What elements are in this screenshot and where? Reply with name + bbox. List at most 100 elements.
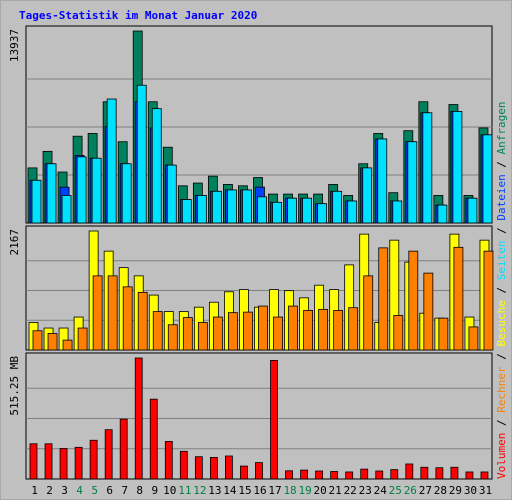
bar-rechner-day-5: Rechner 5: 1350 xyxy=(92,275,103,351)
legend-entry-seiten: Seiten xyxy=(495,241,508,281)
bar-rechner-day-31: Rechner 31: 1800 xyxy=(483,250,494,351)
bar-rechner-day-10: Rechner 10: 460 xyxy=(167,324,178,351)
x-tick-label-day-3: 3 xyxy=(61,484,68,497)
bar-seiten-day-13: Seiten 13: 2300 xyxy=(211,190,222,224)
x-tick-label-day-11: 11 xyxy=(178,484,191,497)
x-tick-label-day-20: 20 xyxy=(314,484,327,497)
legend-separator: / xyxy=(495,280,508,300)
bar-rechner-day-2: Rechner 2: 300 xyxy=(47,333,58,351)
x-tick-label-day-30: 30 xyxy=(464,484,477,497)
bar-seiten-day-9: Seiten 9: 8300 xyxy=(151,108,162,224)
bar-seiten-day-26: Seiten 26: 5900 xyxy=(407,141,418,224)
legend-separator: / xyxy=(495,154,508,174)
bar-volumen-day-16: Volumen 16: 70 xyxy=(255,462,263,480)
bar-volumen-day-11: Volumen 11: 118 xyxy=(179,450,188,480)
bar-seiten-day-31: Seiten 31: 6400 xyxy=(482,134,493,224)
x-tick-label-day-1: 1 xyxy=(31,484,38,497)
bar-seiten-day-22: Seiten 22: 1600 xyxy=(347,200,358,224)
x-tick-label-day-13: 13 xyxy=(208,484,221,497)
bar-seiten-day-18: Seiten 18: 1800 xyxy=(287,197,297,224)
bar-volumen-day-10: Volumen 10: 160 xyxy=(164,441,173,480)
bar-volumen-day-1: Volumen 1: 150 xyxy=(29,443,38,480)
bar-volumen-day-4: Volumen 4: 135 xyxy=(74,446,83,480)
x-tick-label-day-14: 14 xyxy=(223,484,237,497)
bar-volumen-day-24: Volumen 24: 34 xyxy=(375,470,384,480)
bar-rechner-day-4: Rechner 4: 400 xyxy=(77,327,88,351)
bar-rechner-day-19: Rechner 19: 720 xyxy=(303,310,313,351)
legend-separator: / xyxy=(495,221,508,241)
bar-rechner-day-22: Rechner 22: 770 xyxy=(348,307,359,351)
panel-middle: 2167Besuche 1: 500Rechner 1: 350Besuche … xyxy=(8,225,494,351)
bar-seiten-day-16: Seiten 16: 1900 xyxy=(257,196,267,224)
panel-bottom-max-label: 515.25 MB xyxy=(8,356,21,416)
bar-seiten-day-24: Seiten 24: 6100 xyxy=(377,138,388,224)
bar-seiten-day-14: Seiten 14: 2400 xyxy=(227,189,237,224)
bar-seiten-day-29: Seiten 29: 8100 xyxy=(452,111,463,224)
x-tick-label-day-12: 12 xyxy=(193,484,206,497)
bar-volumen-day-19: Volumen 19: 38 xyxy=(300,469,308,480)
bar-volumen-day-18: Volumen 18: 35 xyxy=(285,470,293,480)
bar-seiten-day-25: Seiten 25: 1600 xyxy=(392,200,403,224)
bar-seiten-day-4: Seiten 4: 4800 xyxy=(76,156,87,224)
bar-seiten-day-2: Seiten 2: 4300 xyxy=(46,163,57,224)
panel-bottom-plot-area xyxy=(25,352,493,480)
x-tick-label-day-27: 27 xyxy=(419,484,432,497)
bar-seiten-day-12: Seiten 12: 2000 xyxy=(196,195,207,224)
panel-middle-max-label: 2167 xyxy=(8,229,21,256)
bar-seiten-day-30: Seiten 30: 1800 xyxy=(467,197,478,224)
bar-volumen-day-28: Volumen 28: 48 xyxy=(435,467,444,480)
x-tick-label-day-24: 24 xyxy=(374,484,388,497)
bar-seiten-day-17: Seiten 17: 1500 xyxy=(272,201,282,224)
bar-rechner-day-29: Rechner 29: 1870 xyxy=(453,246,464,351)
bar-seiten-day-7: Seiten 7: 4300 xyxy=(121,163,132,224)
bar-rechner-day-15: Rechner 15: 690 xyxy=(243,311,253,351)
bar-volumen-day-22: Volumen 22: 30 xyxy=(345,471,354,480)
bar-seiten-day-21: Seiten 21: 2300 xyxy=(332,190,343,224)
x-tick-label-day-31: 31 xyxy=(479,484,492,497)
bar-volumen-day-2: Volumen 2: 150 xyxy=(44,443,53,480)
legend-separator: / xyxy=(495,347,508,367)
x-tick-label-day-10: 10 xyxy=(163,484,176,497)
panel-top-max-label: 13937 xyxy=(8,29,21,62)
panel-top: 13937Anfragen 1: 4000Dateien 1: 3100Seit… xyxy=(8,25,493,224)
bar-volumen-day-5: Volumen 5: 165 xyxy=(89,439,98,480)
bar-seiten-day-3: Seiten 3: 2000 xyxy=(61,195,72,224)
x-tick-label-day-26: 26 xyxy=(404,484,417,497)
bar-volumen-day-8: Volumen 8: 515.25 xyxy=(134,357,143,480)
bar-rechner-day-18: Rechner 18: 800 xyxy=(288,305,298,351)
x-tick-label-day-15: 15 xyxy=(238,484,251,497)
x-tick-label-day-18: 18 xyxy=(283,484,296,497)
bar-rechner-day-7: Rechner 7: 1150 xyxy=(122,286,133,351)
bar-rechner-day-20: Rechner 20: 740 xyxy=(318,308,329,351)
legend-entry-dateien: Dateien xyxy=(495,174,508,220)
x-tick-label-day-25: 25 xyxy=(389,484,402,497)
bar-volumen-day-21: Volumen 21: 32 xyxy=(330,471,339,480)
x-tick-label-day-21: 21 xyxy=(329,484,342,497)
bar-volumen-day-3: Volumen 3: 130 xyxy=(59,448,68,480)
x-tick-label-day-2: 2 xyxy=(46,484,53,497)
chart-title: Tages-Statistik im Monat Januar 2020 xyxy=(19,9,257,22)
bar-rechner-day-12: Rechner 12: 500 xyxy=(197,322,208,351)
x-tick-label-day-22: 22 xyxy=(344,484,357,497)
bar-rechner-day-16: Rechner 16: 800 xyxy=(258,305,268,351)
x-tick-label-day-5: 5 xyxy=(91,484,98,497)
legend-text: Volumen / Rechner / Besuche / Seiten / D… xyxy=(495,101,508,479)
x-tick-label-day-28: 28 xyxy=(434,484,447,497)
x-tick-label-day-19: 19 xyxy=(298,484,311,497)
legend: Volumen / Rechner / Besuche / Seiten / D… xyxy=(495,101,508,479)
legend-entry-anfragen: Anfragen xyxy=(495,101,508,154)
bar-volumen-day-15: Volumen 15: 55 xyxy=(240,465,248,480)
bar-volumen-day-13: Volumen 13: 92 xyxy=(209,456,218,480)
legend-entry-rechner: Rechner xyxy=(495,366,508,413)
bar-seiten-day-27: Seiten 27: 8000 xyxy=(422,112,433,224)
bar-seiten-day-15: Seiten 15: 2400 xyxy=(242,189,252,224)
bar-seiten-day-28: Seiten 28: 1300 xyxy=(437,204,448,224)
x-tick-label-day-7: 7 xyxy=(121,484,128,497)
bar-seiten-day-1: Seiten 1: 3100 xyxy=(31,179,42,224)
x-tick-label-day-29: 29 xyxy=(449,484,462,497)
x-tick-label-day-23: 23 xyxy=(359,484,372,497)
x-tick-label-day-4: 4 xyxy=(76,484,83,497)
bar-seiten-day-8: Seiten 8: 10000 xyxy=(136,84,147,224)
